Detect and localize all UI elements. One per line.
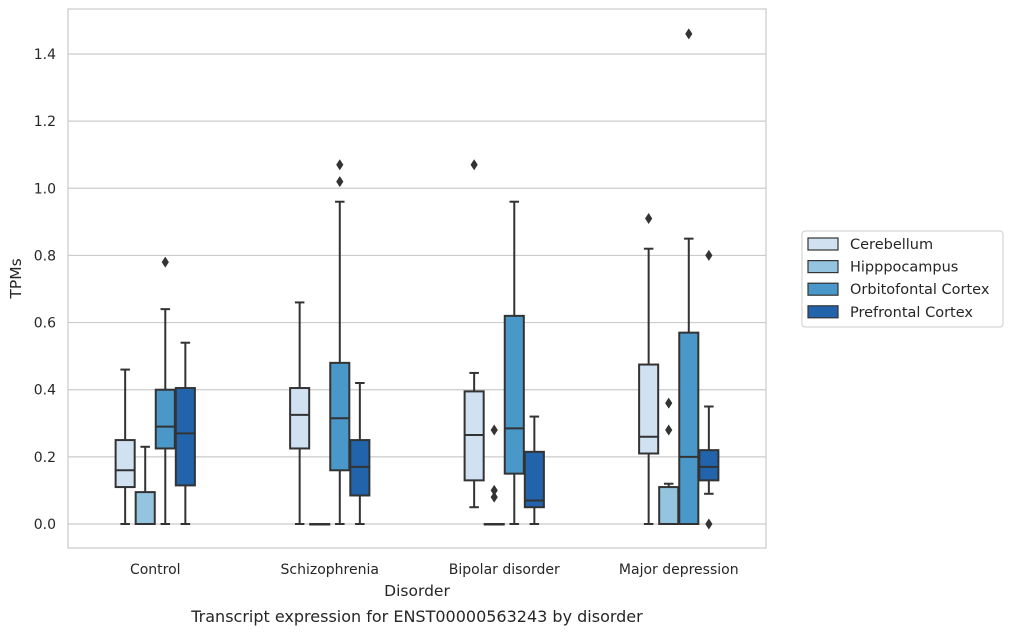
outlier-point xyxy=(161,256,169,268)
outlier-point xyxy=(470,159,478,171)
x-tick-label: Control xyxy=(130,562,181,578)
box-cerebellum xyxy=(114,368,136,525)
box-orbitofontal-cortex xyxy=(154,256,176,525)
y-tick-label: 0.6 xyxy=(34,316,56,332)
legend-swatch xyxy=(807,260,839,274)
outlier-point xyxy=(705,249,713,261)
chart-caption: Transcript expression for ENST0000056324… xyxy=(190,607,643,626)
box-body xyxy=(134,491,156,526)
outlier-point xyxy=(645,213,653,224)
box-body xyxy=(329,361,351,472)
box-prefrontal-cortex xyxy=(174,341,196,525)
outlier-point xyxy=(685,28,693,40)
outlier-point xyxy=(705,518,713,530)
box-cerebellum xyxy=(463,159,485,509)
legend-swatch xyxy=(807,282,839,296)
box-prefrontal-cortex xyxy=(698,249,720,530)
x-tick-label: Schizophrenia xyxy=(281,562,379,578)
outlier-point xyxy=(665,397,673,409)
y-tick-label: 1.0 xyxy=(34,181,56,197)
legend-label: Hipppocampus xyxy=(850,260,958,276)
box-hipppocampus xyxy=(658,397,680,526)
x-axis-ticks: Control Schizophrenia Bipolar disorder Majo… xyxy=(130,562,739,578)
y-tick-label: 0.8 xyxy=(34,248,56,264)
outlier-point xyxy=(490,491,498,503)
outlier-point xyxy=(490,424,498,436)
box-orbitofontal-cortex xyxy=(329,159,351,525)
x-tick-label: Bipolar disorder xyxy=(449,562,560,578)
y-tick-label: 1.4 xyxy=(34,47,56,63)
outlier-point xyxy=(665,424,673,436)
legend-swatch xyxy=(807,305,839,319)
y-axis-ticks: 0.0 0.2 0.4 0.6 0.8 1.0 1.2 1.4 xyxy=(34,47,56,533)
y-tick-label: 0.4 xyxy=(34,383,56,399)
outlier-point xyxy=(336,159,344,171)
box-body xyxy=(154,388,176,450)
box-hipppocampus xyxy=(134,445,156,526)
plot-area xyxy=(67,8,767,549)
box-hipppocampus xyxy=(309,523,331,526)
legend-frame xyxy=(801,230,1004,328)
box-prefrontal-cortex xyxy=(523,415,545,525)
boxes xyxy=(114,28,720,530)
box-body xyxy=(523,450,545,509)
legend-label: Orbitofontal Cortex xyxy=(850,282,990,298)
y-tick-label: 0.2 xyxy=(34,450,56,466)
box-cerebellum xyxy=(289,301,311,525)
box-body xyxy=(658,486,680,526)
box-orbitofontal-cortex xyxy=(678,28,700,525)
y-axis-title: TPMs xyxy=(7,258,25,299)
box-body xyxy=(638,363,660,455)
box-body xyxy=(114,439,136,489)
x-axis-title: Disorder xyxy=(384,582,450,600)
box-hipppocampus xyxy=(483,424,505,526)
legend-swatch xyxy=(807,237,839,251)
x-tick-label: Major depression xyxy=(619,562,739,578)
box-body xyxy=(698,449,720,482)
y-tick-label: 1.2 xyxy=(34,114,56,130)
box-orbitofontal-cortex xyxy=(503,200,525,525)
legend: Cerebellum Hipppocampus Orbitofontal Corte… xyxy=(801,230,1004,328)
box-cerebellum xyxy=(638,213,660,525)
outlier-point xyxy=(336,176,344,188)
outlier-point xyxy=(490,484,498,496)
box-body xyxy=(503,314,525,475)
legend-label: Prefrontal Cortex xyxy=(850,305,973,321)
gridlines xyxy=(68,53,766,525)
box-body xyxy=(174,387,196,487)
box-body xyxy=(289,387,311,450)
box-prefrontal-cortex xyxy=(349,382,371,525)
legend-label: Cerebellum xyxy=(850,237,933,253)
box-body xyxy=(678,331,700,525)
y-tick-label: 0.0 xyxy=(34,517,56,533)
